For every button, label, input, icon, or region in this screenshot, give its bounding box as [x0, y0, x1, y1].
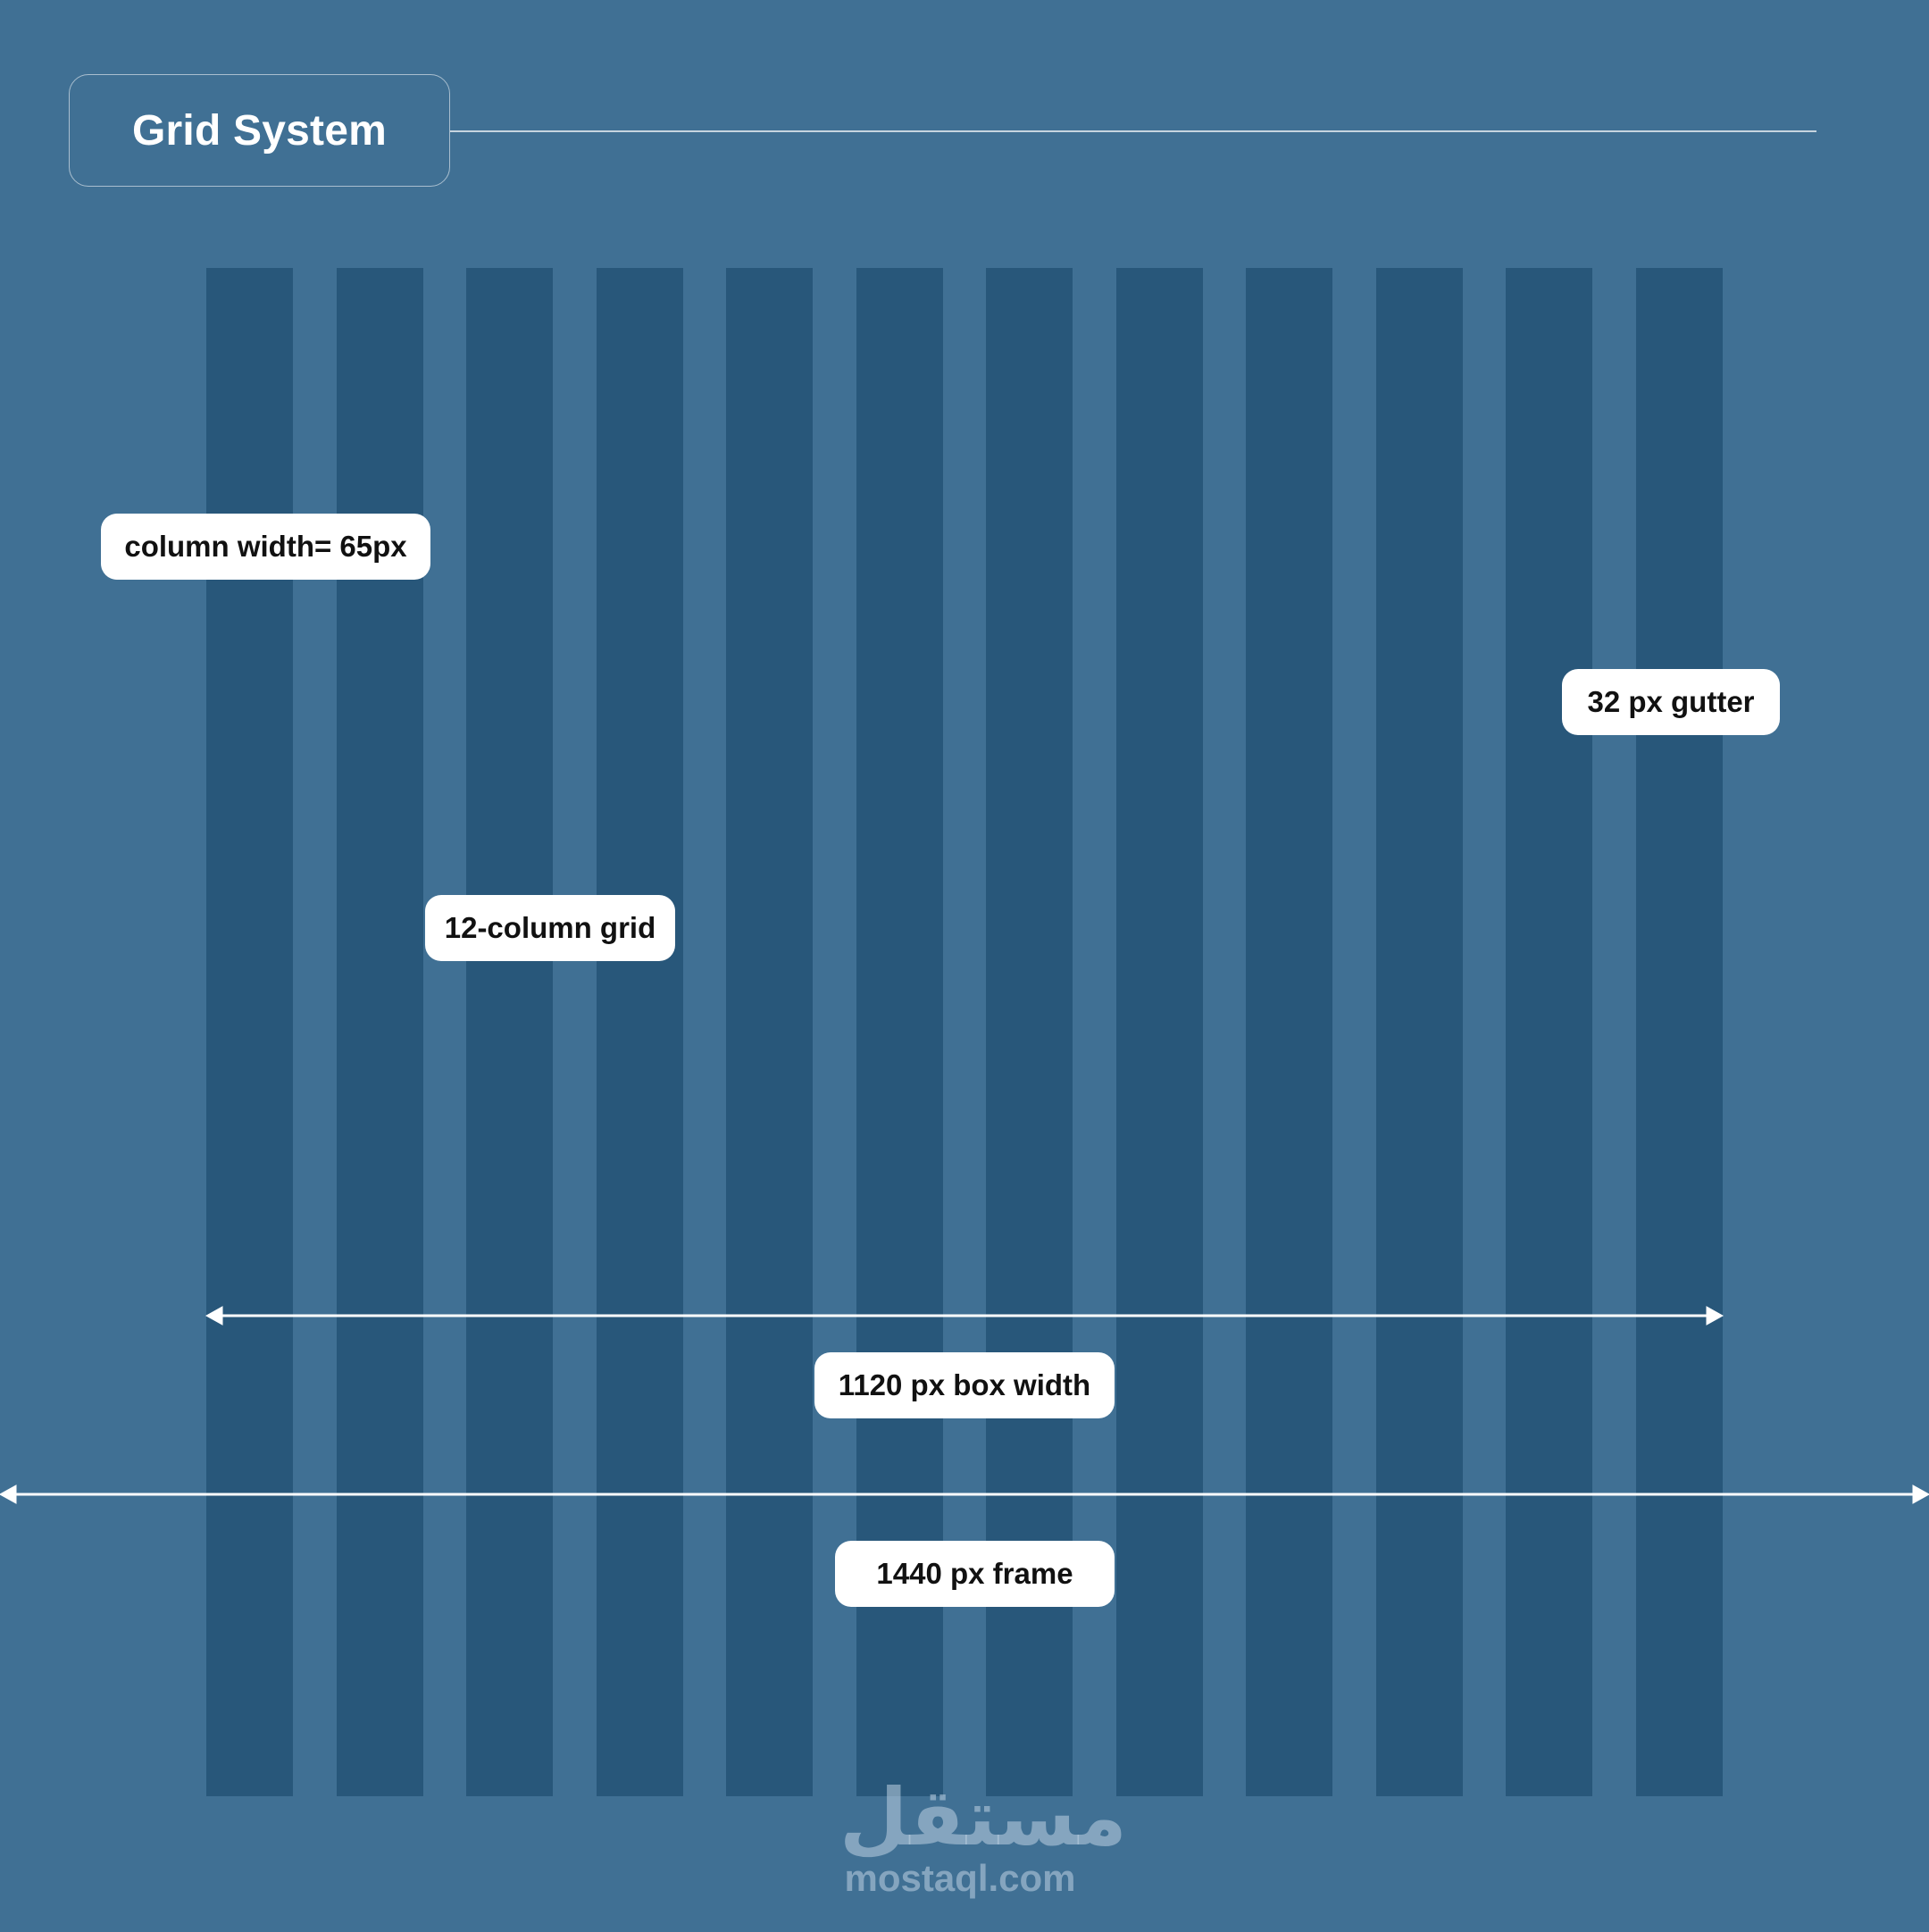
grid-column — [337, 268, 423, 1796]
box-width-arrow — [205, 1306, 1724, 1326]
column-count-label: 12-column grid — [425, 895, 675, 961]
grid-column — [1636, 268, 1723, 1796]
grid-column — [1506, 268, 1592, 1796]
frame-width-label: 1440 px frame — [835, 1541, 1115, 1607]
grid-column — [1246, 268, 1332, 1796]
title-divider-line — [450, 130, 1816, 132]
column-width-label: column width= 65px — [101, 514, 430, 580]
page-title: Grid System — [132, 106, 387, 155]
box-width-label: 1120 px box width — [814, 1352, 1115, 1418]
watermark-latin: mostaql.com — [844, 1857, 1076, 1899]
grid-column — [597, 268, 683, 1796]
grid-column — [1376, 268, 1463, 1796]
watermark-arabic: مستقل — [839, 1771, 1127, 1863]
grid-column — [1116, 268, 1203, 1796]
grid-column — [466, 268, 553, 1796]
watermark: مستقل mostaql.com — [839, 1771, 1127, 1899]
title-box: Grid System — [69, 74, 450, 187]
grid-column — [206, 268, 293, 1796]
grid-column — [726, 268, 813, 1796]
gutter-label: 32 px gutter — [1562, 669, 1780, 735]
